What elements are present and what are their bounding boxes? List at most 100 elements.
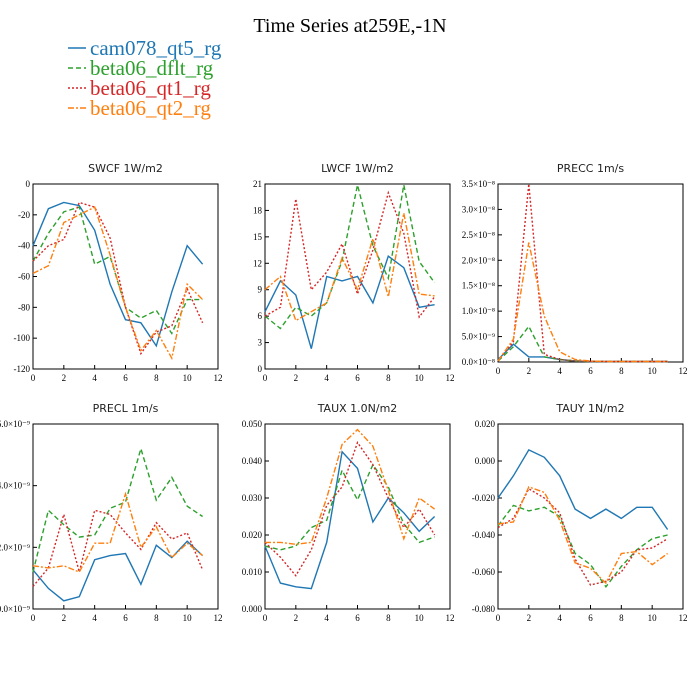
x-tick-label-3-0: 0 — [31, 613, 36, 623]
series-line-3-2 — [32, 509, 204, 587]
x-tick-label-5-6: 12 — [679, 613, 688, 623]
series-line-2-0 — [497, 343, 668, 363]
x-tick-label-0-4: 8 — [154, 373, 159, 383]
chart-panel-4: TAUX 1.0N/m2 0 2 4 6 8 10 12 0.000 0.010 0.020 0.03… — [242, 402, 455, 623]
x-tick-label-1-3: 6 — [355, 373, 360, 383]
x-tick-label-3-1: 2 — [62, 613, 67, 623]
chart-panel-5: TAUY 1N/m2 0 2 4 6 8 10 12 -0.080 -0.060 -0.040 -0.… — [472, 402, 688, 623]
y-tick-label-2-3: 1.5×10⁻⁸ — [462, 281, 495, 291]
plot-area-4 — [264, 423, 451, 610]
y-tick-label-1-0: 0 — [258, 364, 263, 374]
legend: cam078_qt5_rg beta06_dflt_rg beta06_qt1_… — [68, 36, 222, 120]
legend-entry-0: cam078_qt5_rg — [68, 36, 222, 60]
y-tick-label-4-0: 0.000 — [242, 604, 263, 614]
series-line-1-0 — [264, 255, 435, 349]
y-tick-label-5-3: -0.020 — [472, 493, 496, 503]
x-tick-label-4-4: 8 — [386, 613, 391, 623]
legend-entry-2: beta06_qt1_rg — [68, 76, 211, 100]
y-tick-label-0-0: -120 — [14, 364, 31, 374]
y-tick-label-1-6: 18 — [253, 205, 263, 215]
y-tick-label-2-2: 1.0×10⁻⁸ — [462, 306, 495, 316]
x-tick-label-4-1: 2 — [294, 613, 299, 623]
plot-area-5 — [497, 423, 684, 610]
figure-title: Time Series at259E,-1N — [253, 15, 446, 37]
y-tick-label-3-0: 0.0×10⁻⁹ — [0, 604, 30, 614]
chart-panel-0: SWCF 1W/m2 0 2 4 6 8 10 12 -120 -100 -80 -60 -40 -20 0 — [14, 162, 223, 383]
x-tick-label-2-3: 6 — [588, 366, 593, 376]
plot-area-3 — [32, 423, 219, 610]
y-tick-label-0-4: -40 — [18, 241, 30, 251]
y-tick-label-0-5: -20 — [18, 210, 30, 220]
y-tick-label-1-1: 3 — [258, 338, 263, 348]
series-line-0-0 — [32, 201, 204, 348]
x-tick-label-2-5: 10 — [648, 366, 658, 376]
x-tick-label-2-0: 0 — [496, 366, 501, 376]
series-line-5-1 — [497, 504, 668, 588]
legend-label-1: beta06_dflt_rg — [90, 56, 214, 80]
x-tick-label-3-4: 8 — [154, 613, 159, 623]
y-tick-label-2-7: 3.5×10⁻⁸ — [462, 179, 495, 189]
y-tick-label-1-5: 15 — [253, 232, 263, 242]
plot-area-0 — [32, 183, 219, 370]
panel-title-2: PRECC 1m/s — [557, 162, 625, 175]
x-tick-label-1-2: 4 — [324, 373, 329, 383]
y-tick-label-0-2: -80 — [18, 302, 30, 312]
series-line-3-3 — [32, 491, 204, 573]
x-tick-label-5-3: 6 — [588, 613, 593, 623]
series-line-4-1 — [264, 463, 435, 551]
series-line-4-2 — [264, 440, 436, 577]
series-line-4-0 — [264, 450, 436, 590]
y-tick-label-2-5: 2.5×10⁻⁸ — [462, 230, 495, 240]
x-tick-label-0-2: 4 — [92, 373, 97, 383]
y-tick-label-2-0: 0.0×10⁻⁸ — [462, 357, 495, 367]
series-line-3-0 — [32, 540, 204, 602]
panel-title-4: TAUX 1.0N/m2 — [317, 402, 398, 415]
y-tick-label-2-1: 5.0×10⁻⁹ — [462, 332, 495, 342]
panel-title-0: SWCF 1W/m2 — [88, 162, 163, 175]
series-line-2-2 — [497, 183, 668, 363]
y-tick-label-3-3: 6.0×10⁻⁹ — [0, 419, 30, 429]
legend-label-0: cam078_qt5_rg — [90, 36, 222, 60]
x-tick-label-1-1: 2 — [294, 373, 299, 383]
y-tick-label-2-6: 3.0×10⁻⁸ — [462, 204, 495, 214]
y-tick-label-4-4: 0.040 — [242, 456, 263, 466]
y-tick-label-5-4: 0.000 — [475, 456, 496, 466]
y-tick-label-5-2: -0.040 — [472, 530, 496, 540]
x-tick-label-2-1: 2 — [527, 366, 532, 376]
x-tick-label-3-3: 6 — [123, 613, 128, 623]
x-tick-label-3-5: 10 — [183, 613, 193, 623]
x-tick-label-4-3: 6 — [355, 613, 360, 623]
x-tick-label-0-6: 12 — [214, 373, 223, 383]
x-tick-label-2-2: 4 — [557, 366, 562, 376]
x-tick-label-1-6: 12 — [446, 373, 455, 383]
y-tick-label-4-3: 0.030 — [242, 493, 263, 503]
chart-panel-3: PRECL 1m/s 0 2 4 6 8 10 12 0.0×10⁻⁹ 2.0×10⁻⁹ 4.0×1… — [0, 402, 223, 623]
x-tick-label-0-1: 2 — [62, 373, 67, 383]
x-tick-label-5-1: 2 — [527, 613, 532, 623]
series-line-5-2 — [497, 487, 668, 586]
x-tick-label-2-4: 8 — [619, 366, 624, 376]
legend-entry-3: beta06_qt2_rg — [68, 96, 211, 120]
x-tick-label-3-2: 4 — [92, 613, 97, 623]
series-line-4-3 — [265, 428, 436, 546]
y-tick-label-4-2: 0.020 — [242, 530, 263, 540]
chart-panel-1: LWCF 1W/m2 0 2 4 6 8 10 12 0 3 6 9 12 15 18 21 — [253, 162, 455, 383]
y-tick-label-2-4: 2.0×10⁻⁸ — [462, 255, 495, 265]
x-tick-label-5-4: 8 — [619, 613, 624, 623]
y-tick-label-3-2: 4.0×10⁻⁹ — [0, 481, 30, 491]
y-tick-label-4-5: 0.050 — [242, 419, 263, 429]
x-tick-label-5-2: 4 — [557, 613, 562, 623]
y-tick-label-1-3: 9 — [258, 285, 263, 295]
x-tick-label-4-2: 4 — [324, 613, 329, 623]
series-line-5-0 — [497, 448, 669, 530]
y-tick-label-5-0: -0.080 — [472, 604, 496, 614]
x-tick-label-0-3: 6 — [123, 373, 128, 383]
y-tick-label-5-1: -0.060 — [472, 567, 496, 577]
panel-title-5: TAUY 1N/m2 — [555, 402, 624, 415]
y-tick-label-5-5: 0.020 — [475, 419, 496, 429]
y-tick-label-1-4: 12 — [253, 258, 262, 268]
y-tick-label-0-1: -100 — [14, 333, 31, 343]
series-line-3-1 — [32, 446, 203, 573]
series-line-1-3 — [264, 212, 435, 322]
